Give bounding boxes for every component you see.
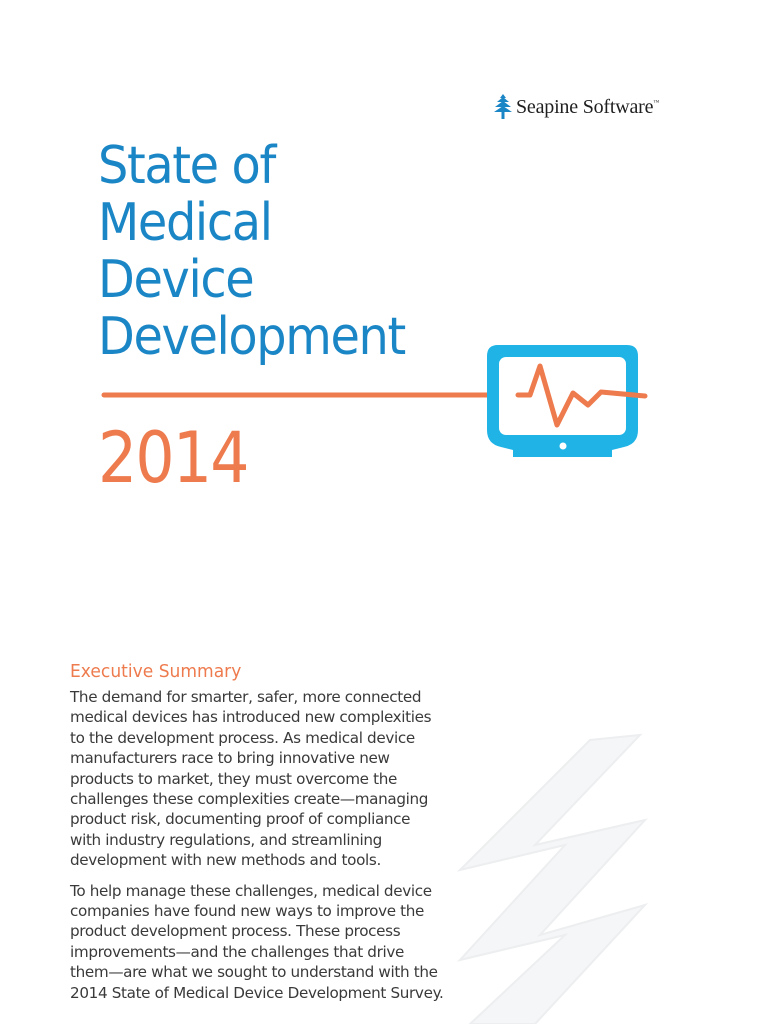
title-line: Device	[98, 250, 255, 310]
report-year: 2014	[98, 417, 249, 499]
heart-monitor-graphic	[101, 345, 648, 457]
heartbeat-line	[515, 363, 648, 428]
seapine-tree-logo-icon	[494, 94, 512, 119]
title-line: Medical	[98, 193, 273, 253]
brand-name: Seapine Software™	[516, 95, 659, 118]
title-line: State of	[98, 136, 276, 196]
heart-monitor-icon	[487, 345, 638, 457]
brand-logo: Seapine Software™	[494, 93, 659, 121]
summary-paragraph: The demand for smarter, safer, more conn…	[70, 688, 432, 870]
summary-paragraph: To help manage these challenges, medical…	[70, 881, 444, 1002]
summary-body: The demand for smarter, safer, more conn…	[70, 687, 445, 1013]
title-line: Development	[98, 307, 406, 367]
trademark-symbol: ™	[653, 99, 659, 106]
zigzag-watermark-icon	[456, 733, 649, 1024]
report-title: State of Medical Device Development	[98, 138, 432, 366]
section-heading: Executive Summary	[70, 661, 242, 682]
